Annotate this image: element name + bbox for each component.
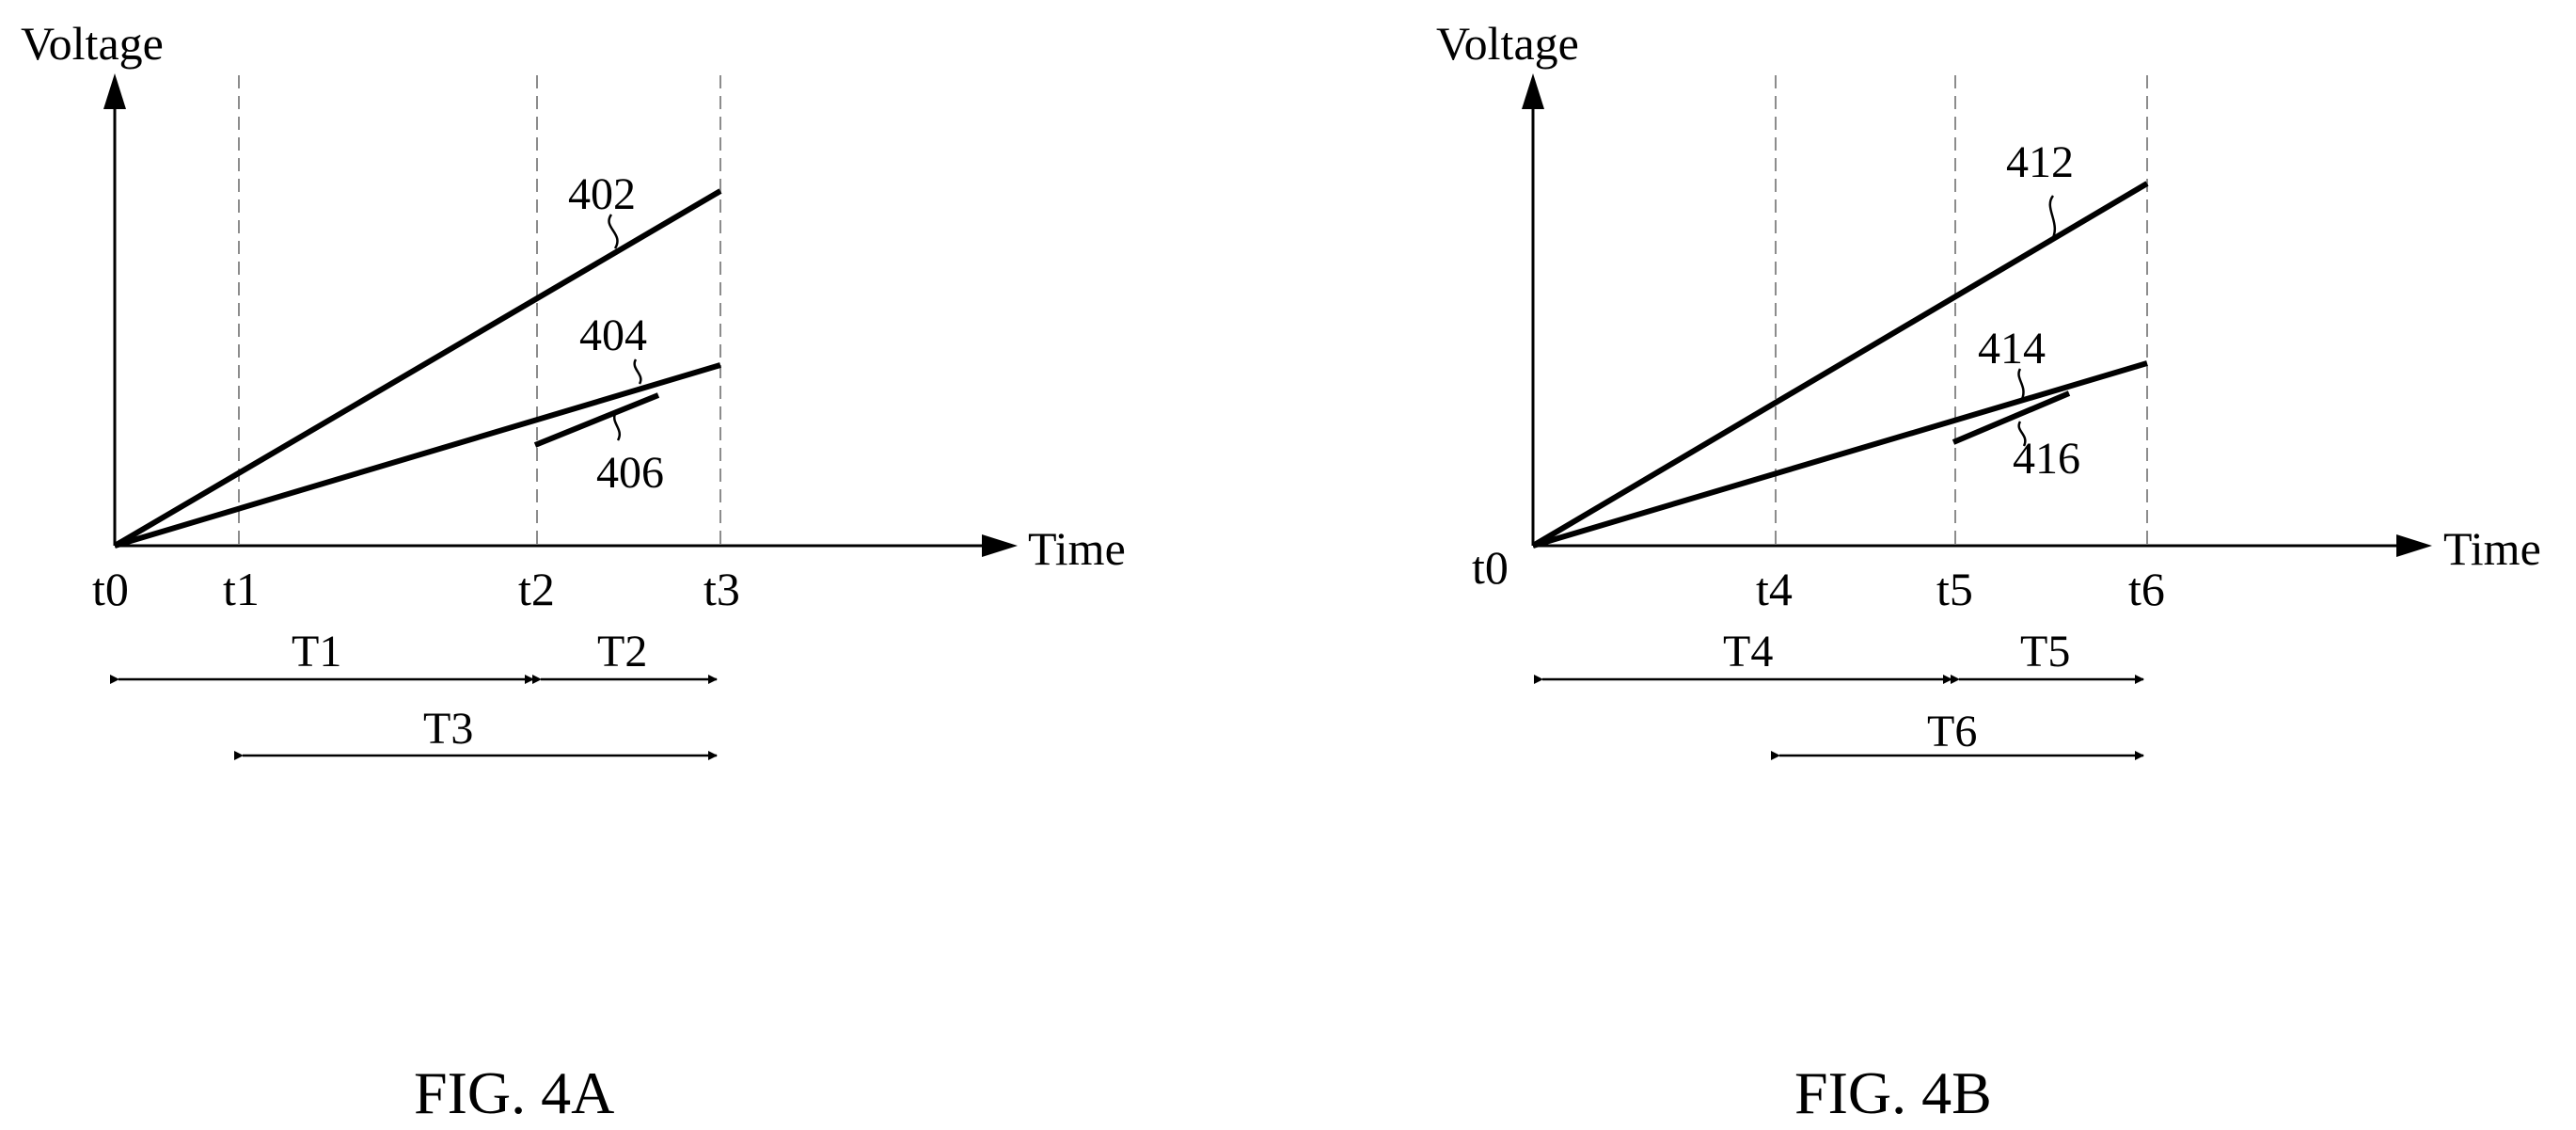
tick-t3: t3 (703, 563, 740, 615)
tick-t4: t4 (1756, 563, 1793, 615)
line-412 (1531, 181, 2149, 549)
tick-t5: t5 (1936, 563, 1973, 615)
line-404 (114, 362, 721, 549)
leader-412 (2048, 195, 2057, 244)
y-axis-arrowhead (103, 73, 126, 109)
duration-label-t4: T4 (1723, 627, 1773, 676)
y-axis-arrowhead (1522, 73, 1544, 109)
tick-t0: t0 (1472, 541, 1509, 594)
x-axis-label: Time (2443, 522, 2541, 575)
x-axis-arrowhead (982, 534, 1018, 557)
ref-402: 402 (568, 169, 636, 219)
line-416 (1952, 390, 2071, 445)
line-406 (533, 392, 660, 448)
y-axis-label: Voltage (1436, 17, 1579, 70)
y-axis-label: Voltage (21, 17, 164, 70)
ref-416: 416 (2013, 434, 2080, 484)
duration-label-t2: T2 (597, 627, 647, 676)
leader-406 (613, 411, 621, 441)
ref-406: 406 (596, 448, 664, 498)
tick-t0: t0 (92, 563, 129, 615)
figure-caption-4b: FIG. 4B (1794, 1059, 1992, 1126)
x-axis-label: Time (1028, 522, 1126, 575)
tick-t6: t6 (2128, 563, 2165, 615)
ref-404: 404 (579, 310, 647, 360)
duration-label-t5: T5 (2020, 627, 2070, 676)
leader-404 (633, 358, 642, 385)
ref-414: 414 (1978, 324, 2046, 374)
figure-4b: Voltage Time 412 414 416 t0 t4 t5 t6 T4 … (1436, 17, 2541, 1126)
duration-label-t1: T1 (292, 627, 341, 676)
tick-t2: t2 (518, 563, 555, 615)
line-414 (1532, 360, 2148, 549)
leader-416 (2017, 421, 2027, 447)
x-axis-arrowhead (2396, 534, 2432, 557)
duration-label-t3: T3 (423, 704, 473, 754)
leader-402 (608, 214, 619, 249)
leader-414 (2017, 368, 2025, 400)
line-402 (113, 188, 722, 549)
ref-412: 412 (2006, 137, 2074, 187)
duration-label-t6: T6 (1927, 707, 1977, 756)
figure-4a: Voltage Time 402 404 406 t0 t1 t2 t3 T1 … (21, 17, 1126, 1126)
figure-caption-4a: FIG. 4A (414, 1059, 614, 1126)
tick-t1: t1 (223, 563, 260, 615)
